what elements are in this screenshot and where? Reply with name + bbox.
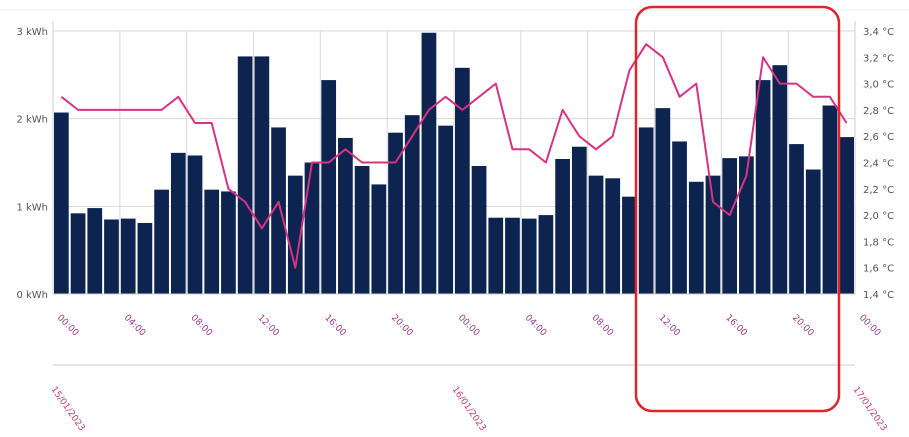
energy-bar bbox=[688, 181, 704, 294]
energy-bar bbox=[571, 146, 587, 294]
highlight-annotation-box bbox=[634, 5, 841, 413]
axes bbox=[52, 21, 856, 366]
energy-bar bbox=[772, 65, 788, 294]
energy-bar bbox=[254, 56, 270, 294]
time-tick-label: 20:00 bbox=[389, 313, 415, 339]
right-tick-label: 2,2 °C bbox=[863, 185, 894, 196]
energy-bar bbox=[839, 137, 854, 294]
right-tick-label: 1,6 °C bbox=[863, 264, 894, 275]
energy-bar bbox=[588, 175, 604, 294]
energy-bar bbox=[87, 208, 103, 294]
left-tick-label: 1 kWh bbox=[16, 202, 48, 213]
temperature-series bbox=[60, 43, 848, 269]
energy-bar bbox=[70, 213, 86, 294]
energy-bar bbox=[471, 166, 487, 294]
energy-bar bbox=[755, 80, 771, 295]
energy-bar bbox=[488, 217, 504, 294]
energy-bar bbox=[622, 196, 637, 294]
energy-bar bbox=[104, 219, 119, 294]
time-tick-label: 08:00 bbox=[590, 313, 616, 339]
date-tick-label: 15/01/2023 bbox=[49, 385, 87, 433]
energy-bar bbox=[287, 175, 303, 294]
time-tick-label: 12:00 bbox=[255, 313, 281, 339]
right-tick-label: 2,8 °C bbox=[863, 106, 894, 117]
time-tick-label: 08:00 bbox=[189, 313, 215, 339]
energy-bar bbox=[187, 155, 203, 294]
temperature-line bbox=[60, 43, 848, 269]
energy-bar bbox=[388, 132, 403, 294]
energy-bar bbox=[739, 156, 754, 294]
left-tick-label: 2 kWh bbox=[16, 115, 48, 126]
energy-bar bbox=[538, 215, 554, 294]
energy-bar bbox=[338, 137, 353, 294]
energy-bar bbox=[221, 191, 236, 294]
right-tick-label: 1,4 °C bbox=[863, 290, 894, 301]
energy-bar bbox=[638, 127, 654, 294]
time-tick-label: 04:00 bbox=[122, 313, 148, 339]
right-tick-label: 2,6 °C bbox=[863, 132, 894, 143]
energy-bar bbox=[237, 56, 253, 294]
time-tick-label: 00:00 bbox=[857, 313, 883, 339]
date-tick-label: 17/01/2023 bbox=[851, 385, 889, 433]
time-tick-label: 04:00 bbox=[523, 313, 549, 339]
right-tick-label: 2,0 °C bbox=[863, 211, 894, 222]
time-tick-label: 20:00 bbox=[790, 313, 816, 339]
energy-bar bbox=[154, 189, 169, 294]
right-tick-label: 1,8 °C bbox=[863, 237, 894, 248]
left-tick-label: 0 kWh bbox=[16, 290, 48, 301]
energy-bar bbox=[438, 125, 453, 295]
left-tick-label: 3 kWh bbox=[16, 27, 48, 38]
energy-bar bbox=[371, 184, 387, 294]
bar-series bbox=[54, 32, 854, 295]
time-tick-label: 16:00 bbox=[322, 313, 348, 339]
right-tick-label: 3,0 °C bbox=[863, 80, 894, 91]
energy-bar bbox=[789, 144, 804, 294]
energy-bar bbox=[555, 158, 570, 294]
date-tick-label: 16/01/2023 bbox=[450, 385, 488, 433]
energy-bar bbox=[822, 105, 838, 295]
time-tick-label: 12:00 bbox=[656, 313, 682, 339]
energy-bar bbox=[505, 217, 520, 294]
energy-bar bbox=[521, 218, 537, 294]
energy-bar bbox=[137, 222, 153, 294]
right-tick-label: 3,4 °C bbox=[863, 27, 894, 38]
energy-bar bbox=[54, 112, 69, 294]
energy-bar bbox=[120, 218, 136, 294]
energy-bar bbox=[705, 175, 721, 294]
energy-bar bbox=[170, 152, 186, 294]
energy-bar bbox=[204, 189, 220, 294]
energy-bar bbox=[404, 115, 420, 294]
right-tick-label: 2,4 °C bbox=[863, 159, 894, 170]
time-tick-label: 00:00 bbox=[456, 313, 482, 339]
right-tick-label: 3,2 °C bbox=[863, 53, 894, 64]
energy-bar bbox=[271, 127, 286, 294]
energy-bar bbox=[421, 32, 437, 295]
time-tick-label: 16:00 bbox=[723, 313, 749, 339]
energy-bar bbox=[321, 80, 337, 295]
energy-bar bbox=[455, 67, 470, 294]
energy-bar bbox=[672, 141, 687, 294]
energy-bar bbox=[605, 178, 621, 294]
energy-bar bbox=[655, 108, 671, 294]
time-tick-label: 00:00 bbox=[55, 313, 81, 339]
energy-bar bbox=[304, 162, 320, 294]
energy-bar bbox=[805, 169, 821, 294]
energy-bar bbox=[354, 166, 370, 294]
energy-bar bbox=[722, 158, 738, 294]
